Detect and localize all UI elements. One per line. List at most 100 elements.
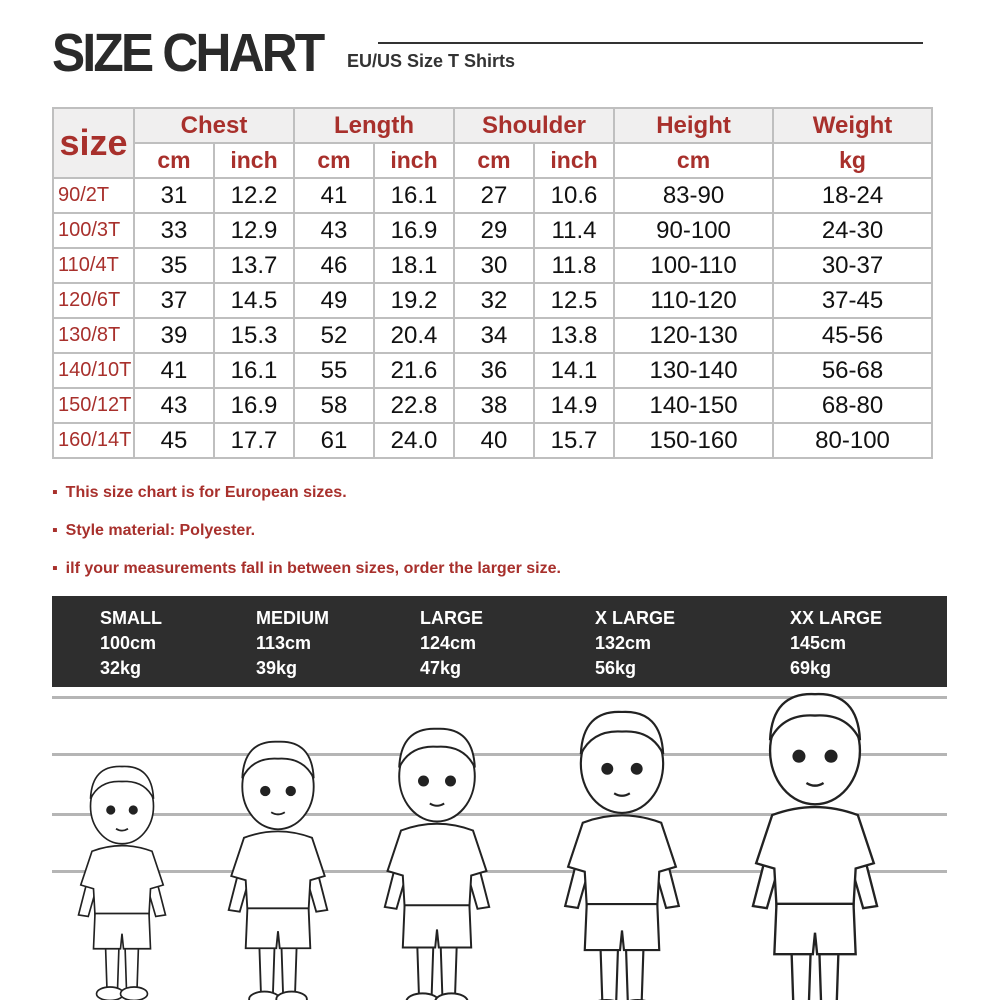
unit-header: inch bbox=[533, 142, 616, 179]
size-name: XX LARGE bbox=[790, 608, 883, 628]
table-cell: 16.1 bbox=[372, 177, 456, 214]
table-cell: 12.9 bbox=[213, 212, 295, 249]
table-cell: 39 bbox=[133, 317, 215, 354]
size-label-cell: 150/12T bbox=[52, 387, 135, 424]
unit-header: cm bbox=[453, 142, 536, 179]
table-cell: 11.4 bbox=[533, 212, 616, 249]
size-table: size Chest Length Shoulder Height Weight… bbox=[52, 107, 934, 459]
table-cell: 17.7 bbox=[213, 422, 295, 459]
table-cell: 24.0 bbox=[372, 422, 456, 459]
size-weight: 47kg bbox=[420, 658, 462, 678]
table-cell: 41 bbox=[133, 352, 215, 389]
note-item: ▪ ilf your measurements fall in between s… bbox=[52, 560, 561, 598]
length-header: Length bbox=[292, 107, 456, 144]
table-cell: 110-120 bbox=[613, 282, 775, 319]
chest-header: Chest bbox=[133, 107, 295, 144]
size-name: LARGE bbox=[420, 608, 483, 628]
page-subtitle: EU/US Size T Shirts bbox=[347, 51, 516, 71]
size-weight: 39kg bbox=[256, 658, 298, 678]
table-cell: 43 bbox=[293, 212, 375, 249]
child-figure bbox=[383, 727, 491, 1000]
table-cell: 15.7 bbox=[533, 422, 616, 459]
child-figure bbox=[77, 765, 167, 1000]
notes-list: ▪ This size chart is for European sizes. … bbox=[52, 484, 561, 598]
unit-header: cm bbox=[613, 142, 775, 179]
height-guide-line bbox=[52, 753, 947, 756]
child-figure bbox=[563, 710, 681, 1000]
table-row: 90/2T 31 12.2 41 16.1 27 10.6 83-90 18-24 bbox=[52, 177, 934, 214]
table-cell: 45 bbox=[133, 422, 215, 459]
size-height: 113cm bbox=[256, 633, 312, 653]
table-cell: 83-90 bbox=[613, 177, 775, 214]
height-guide-line bbox=[52, 813, 947, 816]
size-name: SMALL bbox=[100, 608, 162, 628]
size-height: 100cm bbox=[100, 633, 157, 653]
table-cell: 68-80 bbox=[772, 387, 934, 424]
table-cell: 30 bbox=[453, 247, 536, 284]
table-cell: 16.9 bbox=[372, 212, 456, 249]
table-cell: 130-140 bbox=[613, 352, 775, 389]
table-cell: 12.2 bbox=[213, 177, 295, 214]
height-header: Height bbox=[613, 107, 775, 144]
unit-header: inch bbox=[372, 142, 456, 179]
table-cell: 14.1 bbox=[533, 352, 616, 389]
table-row: 150/12T 43 16.9 58 22.8 38 14.9 140-150 68-80 bbox=[52, 387, 934, 424]
table-cell: 19.2 bbox=[372, 282, 456, 319]
size-header: size bbox=[52, 107, 135, 179]
size-x-large: X LARGE 132cm 56kg bbox=[595, 606, 675, 681]
note-text: ilf your measurements fall in between si… bbox=[65, 560, 561, 577]
table-cell: 80-100 bbox=[772, 422, 934, 459]
size-label-cell: 130/8T bbox=[52, 317, 135, 354]
table-cell: 11.8 bbox=[533, 247, 616, 284]
table-cell: 22.8 bbox=[372, 387, 456, 424]
table-cell: 150-160 bbox=[613, 422, 775, 459]
note-text: Style material: Polyester. bbox=[65, 522, 256, 539]
table-cell: 33 bbox=[133, 212, 215, 249]
table-cell: 49 bbox=[293, 282, 375, 319]
weight-header: Weight bbox=[772, 107, 934, 144]
table-cell: 37-45 bbox=[772, 282, 934, 319]
shoulder-header: Shoulder bbox=[453, 107, 616, 144]
unit-header: cm bbox=[293, 142, 375, 179]
note-text: This size chart is for European sizes. bbox=[65, 484, 347, 501]
size-medium: MEDIUM 113cm 39kg bbox=[256, 606, 329, 681]
note-item: ▪ Style material: Polyester. bbox=[52, 522, 561, 560]
table-cell: 46 bbox=[293, 247, 375, 284]
size-weight: 32kg bbox=[100, 658, 142, 678]
table-row: 160/14T 45 17.7 61 24.0 40 15.7 150-160 80-100 bbox=[52, 422, 934, 459]
size-label-cell: 160/14T bbox=[52, 422, 135, 459]
size-height: 124cm bbox=[420, 633, 477, 653]
bullet-icon: ▪ bbox=[52, 484, 58, 501]
bullet-icon: ▪ bbox=[52, 522, 58, 539]
table-cell: 18-24 bbox=[772, 177, 934, 214]
bullet-icon: ▪ bbox=[52, 560, 58, 577]
table-cell: 12.5 bbox=[533, 282, 616, 319]
height-guide-line bbox=[52, 696, 947, 699]
size-xx-large: XX LARGE 145cm 69kg bbox=[790, 606, 882, 681]
size-height: 132cm bbox=[595, 633, 652, 653]
child-figure bbox=[227, 740, 329, 1000]
size-height: 145cm bbox=[790, 633, 847, 653]
note-item: ▪ This size chart is for European sizes. bbox=[52, 484, 561, 522]
size-band: SMALL 100cm 32kg MEDIUM 113cm 39kg LARGE 124c… bbox=[52, 596, 947, 687]
table-cell: 14.9 bbox=[533, 387, 616, 424]
table-cell: 43 bbox=[133, 387, 215, 424]
table-cell: 14.5 bbox=[213, 282, 295, 319]
height-guide-line bbox=[52, 870, 947, 873]
table-cell: 120-130 bbox=[613, 317, 775, 354]
table-cell: 32 bbox=[453, 282, 536, 319]
unit-header: inch bbox=[213, 142, 295, 179]
table-cell: 21.6 bbox=[372, 352, 456, 389]
size-large: LARGE 124cm 47kg bbox=[420, 606, 483, 681]
size-weight: 56kg bbox=[595, 658, 637, 678]
child-figure bbox=[751, 692, 879, 1000]
table-row: 130/8T 39 15.3 52 20.4 34 13.8 120-130 45-56 bbox=[52, 317, 934, 354]
unit-header: kg bbox=[772, 142, 934, 179]
table-cell: 34 bbox=[453, 317, 536, 354]
table-cell: 31 bbox=[133, 177, 215, 214]
table-cell: 24-30 bbox=[772, 212, 934, 249]
table-cell: 13.8 bbox=[533, 317, 616, 354]
table-cell: 16.9 bbox=[213, 387, 295, 424]
table-cell: 41 bbox=[293, 177, 375, 214]
